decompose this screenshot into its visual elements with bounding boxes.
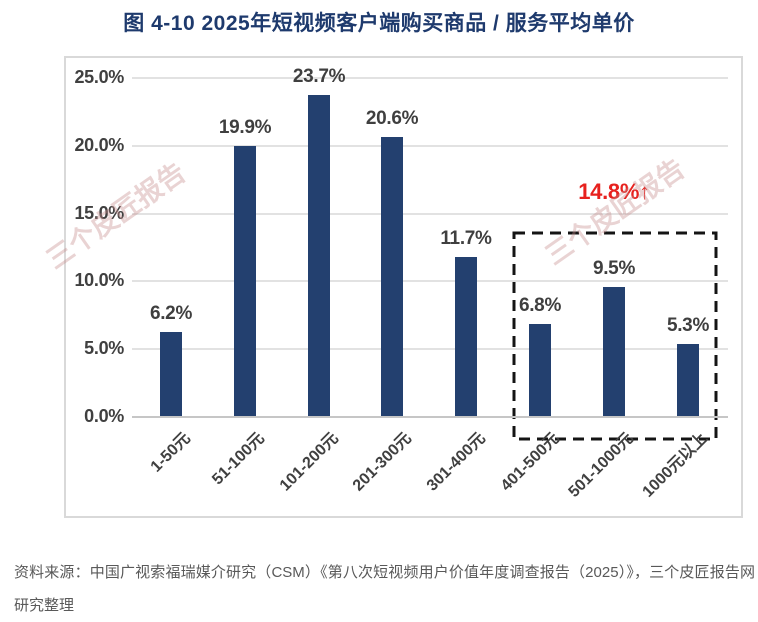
y-tick-label: 5.0% (84, 338, 124, 358)
growth-annotation: 14.8%↑ (578, 179, 650, 204)
bar (234, 146, 256, 416)
bar-value-label: 6.8% (518, 295, 562, 316)
bar (529, 324, 551, 416)
gridline (132, 280, 728, 282)
bar-value-label: 19.9% (218, 117, 272, 138)
bar-value-label: 11.7% (440, 228, 492, 249)
y-tick-label: 0.0% (84, 406, 124, 426)
bar-value-label: 5.3% (666, 315, 710, 336)
y-tick-label: 10.0% (74, 270, 124, 290)
bar (603, 287, 625, 416)
gridline (132, 77, 728, 79)
bar-value-label: 9.5% (592, 258, 636, 279)
y-tick-label: 15.0% (74, 203, 124, 223)
gridline (132, 348, 728, 350)
bar (455, 257, 477, 416)
source-note: 资料来源：中国广视索福瑞媒介研究（CSM）《第八次短视频用户价值年度调查报告（2… (14, 564, 755, 614)
chart-panel: 14.8%↑ 0.0% 5.0% 10.0% 15.0% 20.0% 25.0% 6.2% 1… (64, 56, 743, 518)
bar-value-label: 23.7% (292, 66, 346, 87)
gridline (132, 213, 728, 215)
gridline (132, 145, 728, 147)
y-tick-label: 25.0% (74, 67, 124, 87)
y-tick-label: 20.0% (74, 135, 124, 155)
chart-title: 图 4-10 2025年短视频客户端购买商品 / 服务平均单价 (123, 12, 635, 35)
bar (308, 95, 330, 416)
x-axis-line (132, 416, 728, 418)
bar-value-label: 6.2% (149, 303, 193, 324)
bar (160, 332, 182, 416)
bar (381, 137, 403, 416)
bar-value-label: 20.6% (365, 108, 419, 129)
bar (677, 344, 699, 416)
